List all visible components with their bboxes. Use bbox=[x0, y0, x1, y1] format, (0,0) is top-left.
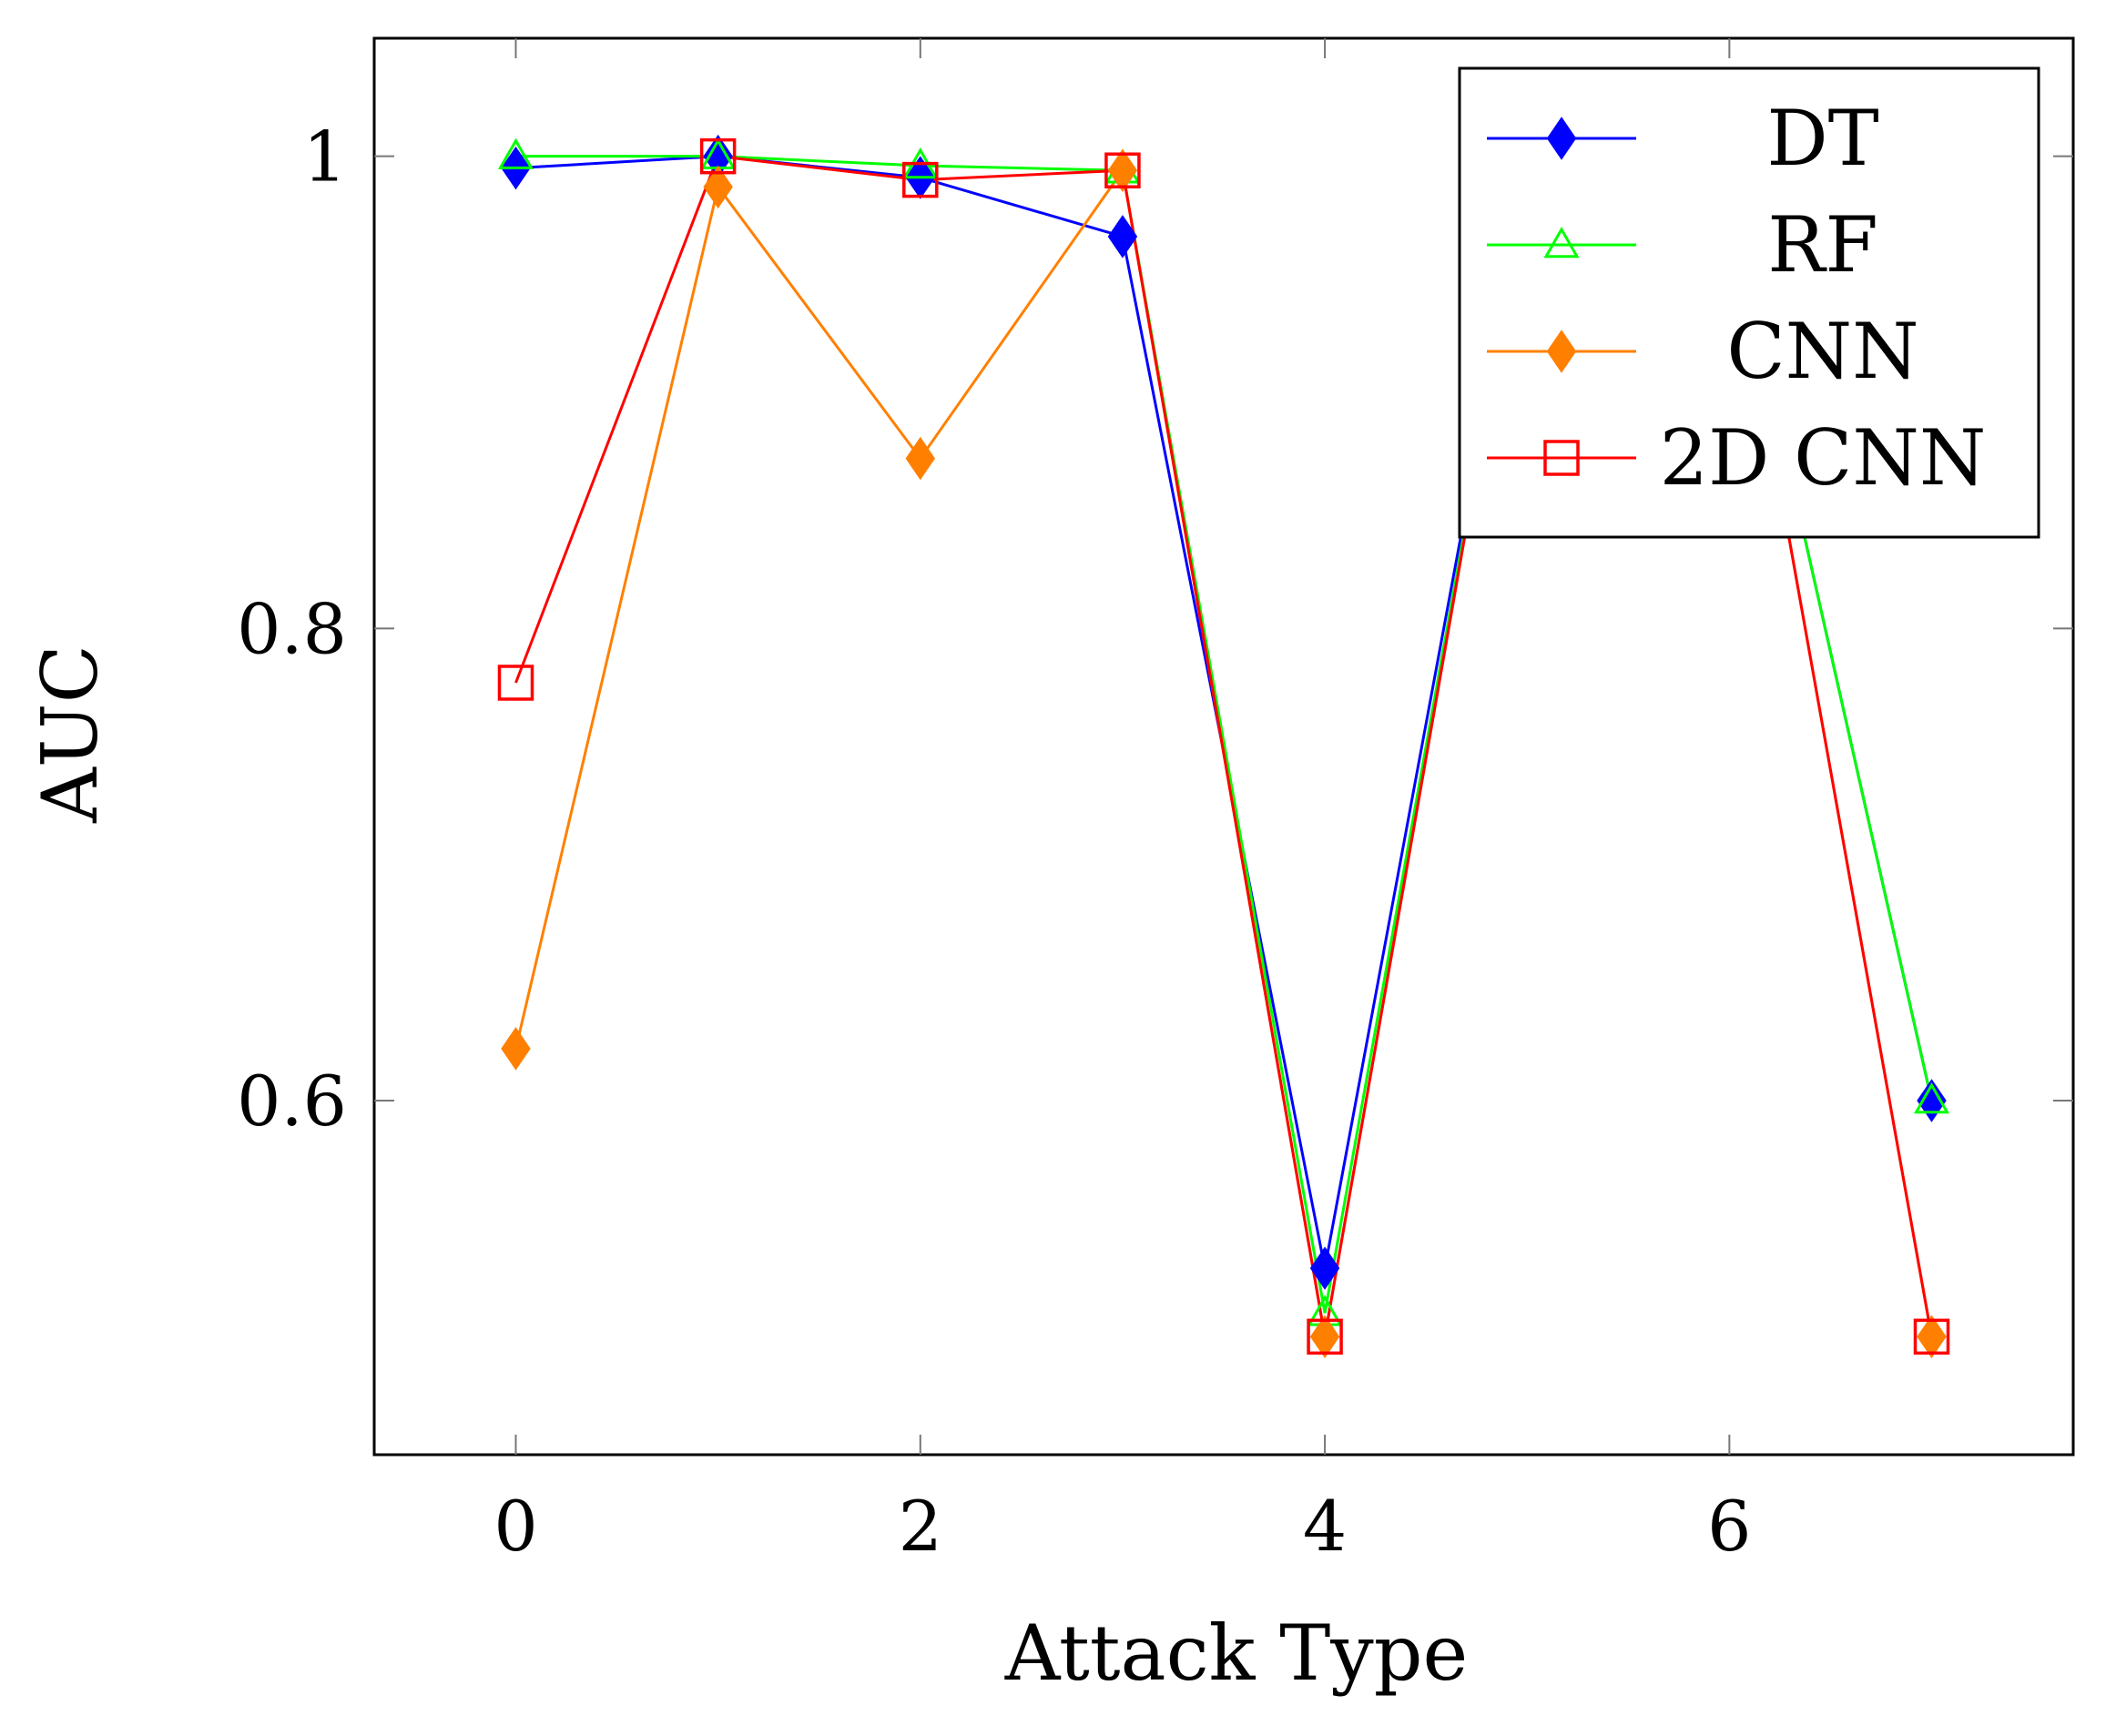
x-axis-title: Attack Type bbox=[1004, 1609, 1468, 1698]
y-axis-title: AUC bbox=[25, 645, 115, 824]
data-point-2d-cnn bbox=[699, 137, 737, 175]
x-tick-label: 0 bbox=[493, 1486, 537, 1567]
legend-label-dt: DT bbox=[1766, 94, 1878, 183]
data-point-2d-cnn bbox=[1913, 1318, 1950, 1355]
data-point-rf bbox=[497, 137, 534, 169]
data-point-rf bbox=[1913, 1081, 1950, 1114]
data-point-cnn bbox=[1309, 1315, 1340, 1359]
y-tick-label: 0.6 bbox=[237, 1061, 347, 1142]
x-tick-label: 2 bbox=[899, 1486, 942, 1567]
y-tick-label: 1 bbox=[303, 117, 347, 198]
data-point-cnn bbox=[1917, 1315, 1947, 1359]
data-point-cnn bbox=[501, 1027, 531, 1071]
legend: DT RF CNN 2D CNN bbox=[1458, 66, 2040, 539]
legend-marker-2d-cnn bbox=[1543, 440, 1580, 476]
x-tick-label: 6 bbox=[1707, 1486, 1751, 1567]
data-point-cnn bbox=[703, 165, 733, 209]
y-tick-label: 0.8 bbox=[237, 588, 347, 669]
x-tick-label: 4 bbox=[1303, 1486, 1347, 1567]
data-point-2d-cnn bbox=[1307, 1318, 1343, 1355]
data-point-cnn bbox=[905, 436, 935, 481]
data-point-2d-cnn bbox=[1104, 152, 1141, 188]
legend-marker-rf bbox=[1543, 226, 1580, 259]
data-point-dt bbox=[1309, 1246, 1340, 1290]
data-point-dt bbox=[1917, 1079, 1947, 1122]
data-point-2d-cnn bbox=[497, 665, 534, 701]
data-point-2d-cnn bbox=[902, 161, 939, 198]
legend-label-rf: RF bbox=[1767, 200, 1878, 289]
data-point-dt bbox=[1107, 215, 1138, 259]
legend-marker-cnn bbox=[1546, 330, 1577, 373]
data-point-cnn bbox=[1107, 148, 1138, 193]
plot-frame bbox=[372, 36, 2075, 1457]
legend-marker-dt bbox=[1546, 117, 1577, 160]
legend-label-2d-cnn: 2D CNN bbox=[1660, 413, 1987, 503]
axes: 0 2 4 6 0.6 0.8 1 bbox=[237, 36, 2075, 1567]
legend-label-cnn: CNN bbox=[1726, 307, 1918, 396]
